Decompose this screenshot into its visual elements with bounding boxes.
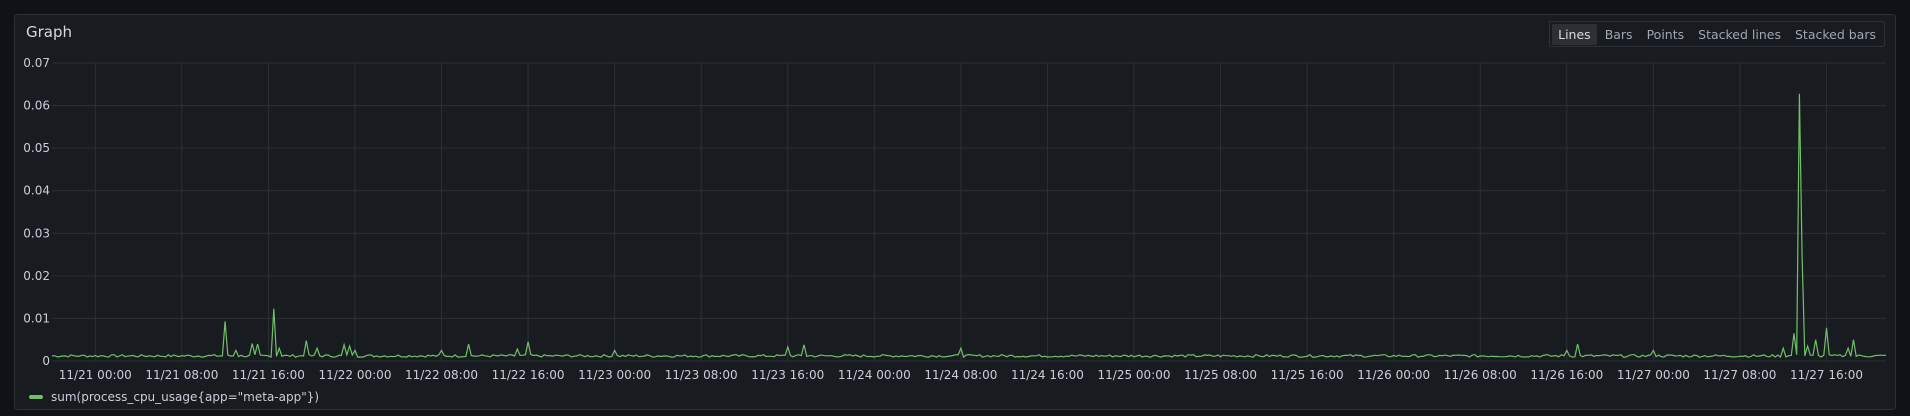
chart-legend[interactable]: sum(process_cpu_usage{app="meta-app"}) [29, 390, 319, 404]
x-tick-label: 11/25 16:00 [1271, 368, 1344, 382]
x-tick-label: 11/21 16:00 [232, 368, 305, 382]
y-tick-label: 0.01 [23, 311, 50, 325]
x-tick-label: 11/21 08:00 [145, 368, 218, 382]
y-tick-label: 0 [42, 354, 50, 368]
y-tick-label: 0.02 [23, 269, 50, 283]
y-tick-label: 0.06 [23, 99, 50, 113]
panel-title: Graph [26, 23, 73, 41]
x-tick-label: 11/21 00:00 [59, 368, 132, 382]
x-tick-label: 11/22 08:00 [405, 368, 478, 382]
x-tick-label: 11/24 08:00 [924, 368, 997, 382]
x-tick-label: 11/24 16:00 [1011, 368, 1084, 382]
y-tick-label: 0.05 [23, 141, 50, 155]
graph-panel: Graph Lines Bars Points Stacked lines St… [14, 14, 1896, 410]
x-tick-label: 11/23 00:00 [578, 368, 651, 382]
x-tick-label: 11/22 00:00 [318, 368, 391, 382]
x-tick-label: 11/27 16:00 [1790, 368, 1863, 382]
series-line [51, 93, 1887, 359]
x-tick-label: 11/26 08:00 [1444, 368, 1517, 382]
x-tick-label: 11/23 08:00 [665, 368, 738, 382]
display-mode-toggle: Lines Bars Points Stacked lines Stacked … [1549, 21, 1885, 47]
x-tick-label: 11/25 08:00 [1184, 368, 1257, 382]
x-tick-label: 11/25 00:00 [1098, 368, 1171, 382]
y-tick-label: 0.07 [23, 56, 50, 70]
legend-swatch [29, 395, 43, 399]
x-tick-label: 11/23 16:00 [751, 368, 824, 382]
x-tick-label: 11/26 16:00 [1530, 368, 1603, 382]
x-tick-label: 11/27 00:00 [1617, 368, 1690, 382]
legend-series-name: sum(process_cpu_usage{app="meta-app"}) [51, 390, 320, 404]
mode-bars[interactable]: Bars [1604, 26, 1633, 42]
x-tick-label: 11/26 00:00 [1357, 368, 1430, 382]
x-tick-label: 11/27 08:00 [1703, 368, 1776, 382]
x-tick-label: 11/24 00:00 [838, 368, 911, 382]
mode-points[interactable]: Points [1646, 26, 1685, 42]
y-tick-label: 0.04 [23, 184, 50, 198]
x-tick-label: 11/22 16:00 [492, 368, 565, 382]
y-tick-label: 0.03 [23, 226, 50, 240]
mode-lines[interactable]: Lines [1552, 23, 1597, 45]
mode-stacked-lines[interactable]: Stacked lines [1698, 26, 1781, 42]
mode-stacked-bars[interactable]: Stacked bars [1794, 26, 1876, 42]
